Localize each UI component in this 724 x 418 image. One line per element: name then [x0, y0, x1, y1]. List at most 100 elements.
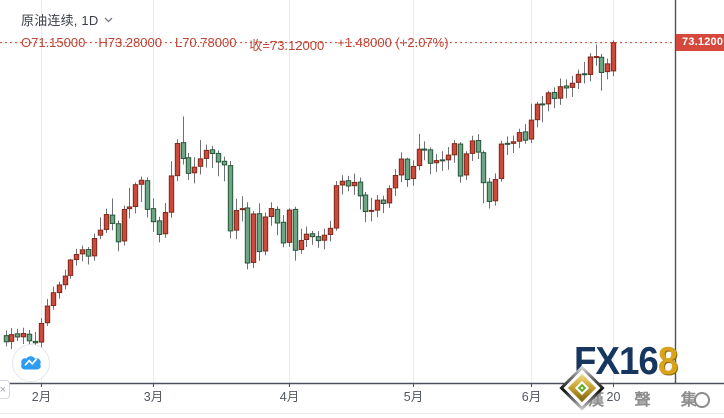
candle-body — [203, 149, 210, 159]
candle-body — [380, 199, 387, 204]
fx168-logo: FX168 — [574, 340, 678, 383]
candle-body — [610, 42, 617, 72]
legend-low: L70.78000 — [174, 35, 237, 50]
candle-body — [3, 335, 10, 343]
fx168-logo-accent: 8 — [657, 340, 678, 383]
candle-body — [103, 214, 110, 230]
candle-body — [174, 143, 181, 177]
axis-collapse-button[interactable]: × — [0, 380, 10, 399]
candle-body — [439, 159, 446, 162]
candle-body — [362, 194, 369, 213]
symbol-title[interactable]: 原油连续, 1D — [21, 13, 99, 28]
candle-body — [563, 85, 570, 89]
candle-body — [44, 305, 51, 324]
candle-body — [587, 56, 594, 75]
candle-body — [551, 91, 558, 99]
candle-body — [581, 73, 588, 76]
candle-body — [416, 148, 423, 167]
x-axis-label: 5月 — [404, 390, 423, 404]
candle-body — [280, 221, 287, 244]
candle-body — [244, 207, 251, 264]
legend-high: H73.28000 — [98, 35, 162, 50]
candle-body — [457, 143, 464, 177]
candle-body — [421, 148, 428, 151]
x-axis-label: 3月 — [144, 390, 163, 404]
candle-body — [26, 333, 33, 342]
candle-body — [604, 63, 611, 73]
candle-body — [227, 165, 234, 232]
candle-body — [545, 92, 552, 105]
candle-body — [321, 234, 328, 241]
candle-body — [215, 152, 222, 163]
candle-body — [56, 284, 63, 294]
candle-body — [374, 199, 381, 211]
last-price-tag: 73.1200 — [676, 34, 724, 51]
candle-body — [138, 179, 145, 185]
candle-body — [79, 249, 86, 255]
candle-body — [315, 236, 322, 242]
candle-body — [132, 184, 139, 207]
hansheng-diamond-icon — [559, 365, 605, 411]
candle-body — [274, 208, 281, 224]
candle-body — [528, 119, 535, 140]
candle-body — [209, 149, 216, 155]
candle-body — [463, 153, 470, 176]
candle-body — [510, 141, 517, 144]
candle-body — [480, 152, 487, 184]
candle-body — [50, 292, 57, 307]
candle-body — [180, 142, 187, 159]
candle-body — [357, 181, 364, 197]
x-axis-label: 20 — [607, 390, 621, 404]
legend-close: 收=73.12000 — [249, 38, 325, 53]
candle-body — [191, 166, 198, 174]
tradingview-logo-button[interactable] — [12, 344, 50, 382]
candle-body — [469, 140, 476, 154]
candle-body — [433, 160, 440, 164]
candle-body — [345, 180, 352, 187]
candle-body — [292, 208, 299, 251]
candle-body — [598, 56, 605, 73]
chevron-down-icon[interactable] — [104, 17, 113, 23]
candle-body — [14, 333, 21, 338]
candle-body — [351, 181, 358, 187]
candle-body — [327, 227, 334, 235]
candle-body — [38, 322, 45, 343]
candle-body — [109, 214, 116, 224]
candle-body — [333, 185, 340, 229]
legend-change: +1.48000 (+2.07%) — [337, 35, 449, 50]
candle-body — [492, 179, 499, 202]
price-axis[interactable] — [675, 0, 724, 383]
candle-body — [392, 175, 399, 189]
candle-body — [250, 213, 257, 263]
symbol-header: 原油连续, 1D — [21, 10, 113, 29]
candle-body — [197, 158, 204, 167]
candle-body — [475, 139, 482, 153]
candle-body — [445, 154, 452, 161]
candle-body — [309, 233, 316, 238]
chart-cloud-icon — [20, 355, 43, 371]
candle-body — [569, 82, 576, 88]
candle-body — [67, 259, 74, 276]
candle-body — [144, 180, 151, 210]
candle-body — [150, 208, 157, 223]
widget-bottom-border — [0, 413, 724, 414]
candle-body — [32, 340, 39, 344]
candle-body — [221, 160, 228, 166]
candle-body — [575, 73, 582, 83]
candle-body — [522, 131, 529, 141]
candle-body — [534, 103, 541, 121]
candle-body — [268, 208, 275, 218]
candle-body — [298, 240, 305, 251]
candle-body — [504, 142, 511, 145]
legend-open: O71.15000 — [21, 35, 86, 50]
candle-body — [557, 86, 564, 99]
candle-body — [73, 253, 80, 261]
candle-body — [126, 206, 133, 210]
candle-body — [427, 149, 434, 164]
candle-body — [85, 249, 92, 257]
candle-body — [516, 132, 523, 142]
candle-body — [162, 212, 169, 235]
candle-body — [404, 158, 411, 181]
candle-body — [168, 175, 175, 213]
